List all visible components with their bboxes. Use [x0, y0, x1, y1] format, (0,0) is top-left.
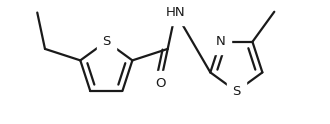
Text: O: O: [155, 77, 166, 90]
Text: S: S: [232, 85, 241, 98]
Text: HN: HN: [166, 6, 185, 19]
Text: S: S: [102, 35, 111, 48]
Text: N: N: [215, 35, 225, 48]
